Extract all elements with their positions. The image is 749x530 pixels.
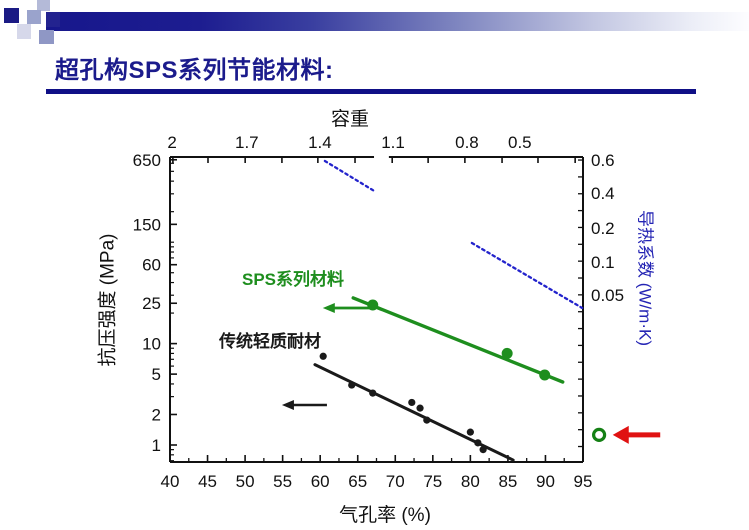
svg-text:0.5: 0.5 xyxy=(508,133,532,152)
y-axis-left: 650 150 60 25 10 5 2 1 xyxy=(133,151,177,462)
svg-text:90: 90 xyxy=(536,472,555,491)
left-axis-title: 抗压强度 (MPa) xyxy=(97,233,119,367)
thermal-point-marker xyxy=(592,427,607,442)
svg-text:75: 75 xyxy=(423,472,442,491)
svg-text:0.05: 0.05 xyxy=(591,286,624,305)
chart-canvas: 40 45 50 55 60 65 70 75 80 85 90 95 650 150 60 25 10 5 2 1… xyxy=(133,133,661,491)
trad-axis-arrow xyxy=(281,399,327,410)
svg-text:2: 2 xyxy=(167,133,176,152)
svg-text:0.1: 0.1 xyxy=(591,253,615,272)
x-axis-bottom: 40 45 50 55 60 65 70 75 80 85 90 95 xyxy=(161,455,593,491)
sps-series xyxy=(351,296,565,384)
svg-text:1.7: 1.7 xyxy=(235,133,259,152)
svg-text:1.4: 1.4 xyxy=(308,133,332,152)
header-gradient-bar xyxy=(46,12,749,31)
svg-text:70: 70 xyxy=(386,472,405,491)
bottom-axis-title: 气孔率 (%) xyxy=(339,505,431,526)
decor-square xyxy=(17,24,31,39)
right-axis-title: 导热系数 (W/m·K) xyxy=(635,210,655,346)
x-axis-top: 2 1.7 1.4 1.1 0.8 0.5 xyxy=(167,133,576,163)
thermal-point-arrow xyxy=(612,425,661,444)
thermal-dotted-lines xyxy=(323,159,584,310)
svg-text:25: 25 xyxy=(142,294,161,313)
traditional-series xyxy=(313,352,515,462)
decor-square xyxy=(27,10,41,24)
svg-text:80: 80 xyxy=(461,472,480,491)
y-axis-right: 0.6 0.4 0.2 0.1 0.05 xyxy=(578,151,624,448)
svg-text:85: 85 xyxy=(498,472,517,491)
svg-text:5: 5 xyxy=(152,365,161,384)
svg-text:0.2: 0.2 xyxy=(591,219,615,238)
svg-text:45: 45 xyxy=(198,472,217,491)
svg-text:65: 65 xyxy=(348,472,367,491)
svg-text:0.8: 0.8 xyxy=(455,133,479,152)
svg-text:60: 60 xyxy=(311,472,330,491)
svg-text:50: 50 xyxy=(236,472,255,491)
svg-text:55: 55 xyxy=(273,472,292,491)
svg-text:0.4: 0.4 xyxy=(591,184,615,203)
sps-series-label: SPS系列材料 xyxy=(242,269,344,289)
svg-text:150: 150 xyxy=(133,215,161,234)
title-underline xyxy=(46,89,696,94)
svg-text:95: 95 xyxy=(574,472,593,491)
decor-square xyxy=(37,0,50,11)
sps-axis-arrow xyxy=(322,302,375,313)
decor-square xyxy=(39,30,54,44)
plot-frame xyxy=(169,156,584,463)
chart-area: 40 45 50 55 60 65 70 75 80 85 90 95 650 150 60 25 10 5 2 1… xyxy=(0,100,749,530)
annotation-arrows xyxy=(281,302,661,444)
slide-title: 超孔构SPS系列节能材料: xyxy=(55,57,334,84)
svg-text:0.6: 0.6 xyxy=(591,151,615,170)
svg-text:2: 2 xyxy=(152,405,161,424)
decor-square xyxy=(4,8,19,23)
svg-text:40: 40 xyxy=(161,472,180,491)
svg-text:1: 1 xyxy=(152,436,161,455)
decor-square xyxy=(46,12,60,27)
svg-text:1.1: 1.1 xyxy=(381,133,405,152)
svg-text:650: 650 xyxy=(133,151,161,170)
top-axis-title: 容重 xyxy=(330,109,369,130)
traditional-series-label: 传统轻质耐材 xyxy=(218,331,321,351)
svg-text:10: 10 xyxy=(142,335,161,354)
svg-text:60: 60 xyxy=(142,256,161,275)
